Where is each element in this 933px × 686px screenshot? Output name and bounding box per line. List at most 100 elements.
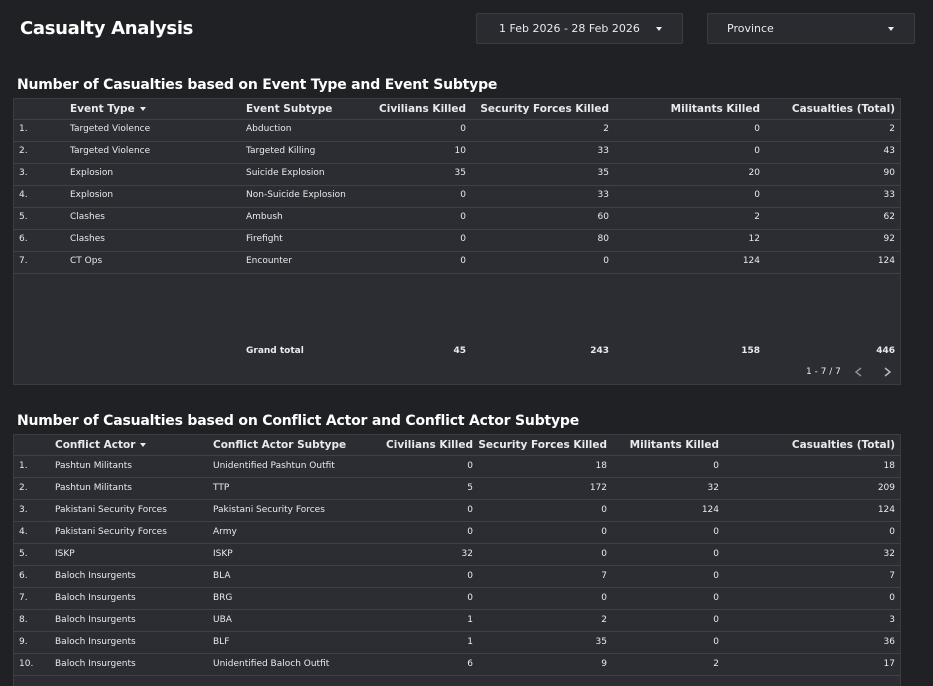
table-row[interactable]: 2. Pashtun Militants TTP 5 172 32 209 [14,477,900,499]
column-header-label: Casualties (Total) [791,439,895,451]
table-cell: 0 [713,593,719,603]
column-header[interactable]: Civilians Killed [386,439,473,451]
table-cell: 0 [601,549,607,559]
row-index: 5. [19,212,28,222]
table-cell: 92 [883,234,895,244]
province-dropdown[interactable]: Province [707,13,915,44]
table-cell: Pashtun Militants [55,461,132,471]
table-cell: 2 [713,659,719,669]
table-row[interactable]: 7. Baloch Insurgents BRG 0 0 0 0 [14,587,900,609]
table-cell: 17 [883,659,895,669]
table-cell: 209 [877,483,895,493]
table-cell: 0 [713,461,719,471]
column-header[interactable]: Militants Killed [671,103,760,115]
table-cell: 0 [713,571,719,581]
table-cell: 7 [601,571,607,581]
table-row[interactable]: 5. Clashes Ambush 0 60 2 62 [14,207,900,229]
table-cell: 33 [883,190,895,200]
table-row[interactable]: 6. Baloch Insurgents BLA 0 7 0 7 [14,565,900,587]
table-cell: 0 [467,461,473,471]
table-cell: 0 [467,527,473,537]
grand-total-value: 243 [590,346,609,356]
date-range-picker[interactable]: 1 Feb 2026 - 28 Feb 2026 [476,13,683,44]
table-cell: 0 [601,593,607,603]
grand-total-label: Grand total [246,346,304,356]
table-row[interactable]: 7. CT Ops Encounter 0 0 124 124 [14,251,900,273]
column-header-label: Security Forces Killed [478,439,607,451]
table-cell: Abduction [246,124,292,134]
row-index: 9. [19,637,28,647]
row-index: 7. [19,256,28,266]
table-cell: Baloch Insurgents [55,593,136,603]
table-cell: Army [213,527,237,537]
grand-total-value: 446 [876,346,895,356]
table-cell: 18 [883,461,895,471]
table-cell: Non-Suicide Explosion [246,190,346,200]
table-cell: BRG [213,593,233,603]
date-range-label: 1 Feb 2026 - 28 Feb 2026 [499,22,640,35]
table-cell: 12 [748,234,760,244]
next-page-icon[interactable] [880,365,894,379]
table2-title: Number of Casualties based on Conflict A… [17,413,580,429]
table-cell: 33 [597,146,609,156]
table-cell: 0 [754,146,760,156]
row-index: 4. [19,190,28,200]
column-header[interactable]: Militants Killed [630,439,719,451]
row-index: 1. [19,124,28,134]
table-cell: 124 [701,505,719,515]
table-cell: Firefight [246,234,283,244]
sort-desc-icon[interactable] [140,443,147,447]
table-cell: 10 [454,146,466,156]
table-cell: 0 [713,549,719,559]
column-header[interactable]: Civilians Killed [379,103,466,115]
table-cell: 9 [601,659,607,669]
table-row[interactable]: 4. Explosion Non-Suicide Explosion 0 33 0 33 [14,185,900,207]
column-header[interactable]: Casualties (Total) [792,439,895,451]
table-cell: 124 [742,256,760,266]
column-header[interactable]: Event Type [70,103,146,115]
pagination-label: 1 - 7 / 7 [806,367,841,377]
table-cell: Targeted Killing [246,146,316,156]
table-cell: 0 [889,527,895,537]
table-cell: 35 [595,637,607,647]
column-header[interactable]: Event Subtype [246,103,332,115]
column-header[interactable]: Casualties (Total) [792,103,895,115]
table-cell: Clashes [70,212,105,222]
table-cell: Encounter [246,256,293,266]
prev-page-icon[interactable] [852,365,866,379]
table-row[interactable]: 8. Baloch Insurgents UBA 1 2 0 3 [14,609,900,631]
table-cell: 0 [601,505,607,515]
table-row[interactable]: 1. Pashtun Militants Unidentified Pashtun … [14,455,900,477]
column-header[interactable]: Security Forces Killed [480,103,609,115]
column-header[interactable]: Conflict Actor Subtype [213,439,346,451]
column-header-label: Militants Killed [670,103,760,115]
row-index: 3. [19,168,28,178]
table-cell: BLF [213,637,230,647]
table-row[interactable]: 2. Targeted Violence Targeted Killing 10 33 0… [14,141,900,163]
table-row[interactable]: 10. Baloch Insurgents Unidentified Baloch … [14,653,900,675]
table-cell: 1 [467,615,473,625]
table-row[interactable]: 9. Baloch Insurgents BLF 1 35 0 36 [14,631,900,653]
table-row[interactable]: 1. Targeted Violence Abduction 0 2 0 2 [14,119,900,141]
column-header[interactable]: Conflict Actor [55,439,147,451]
table-cell: 0 [460,212,466,222]
row-index: 5. [19,549,28,559]
table-row[interactable]: 4. Pakistani Security Forces Army 0 0 0 0 [14,521,900,543]
table-cell: Suicide Explosion [246,168,325,178]
table-row[interactable]: 3. Pakistani Security Forces Pakistani Sec… [14,499,900,521]
table-row[interactable]: 6. Clashes Firefight 0 80 12 92 [14,229,900,251]
table-cell: 35 [454,168,466,178]
row-index: 6. [19,234,28,244]
table-cell: Ambush [246,212,283,222]
table-cell: 0 [713,615,719,625]
table-header: Conflict Actor Conflict Actor Subtype Civi… [14,435,900,456]
sort-desc-icon[interactable] [139,107,146,111]
table-cell: Unidentified Pashtun Outfit [213,461,335,471]
column-header[interactable]: Security Forces Killed [478,439,607,451]
column-header-label: Civilians Killed [379,103,466,115]
table-row[interactable]: 5. ISKP ISKP 32 0 0 32 [14,543,900,565]
table-row[interactable]: 3. Explosion Suicide Explosion 35 35 20 90 [14,163,900,185]
table-cell: 62 [883,212,895,222]
row-index: 7. [19,593,28,603]
column-header-label: Event Subtype [246,103,333,115]
